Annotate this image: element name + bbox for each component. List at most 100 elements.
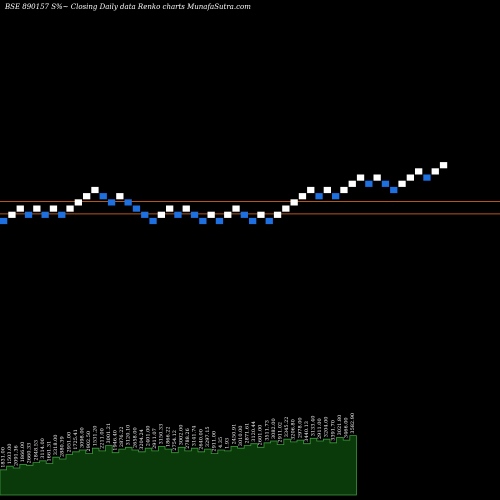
volume-label: 3120.44 (251, 421, 257, 442)
volume-label: 2876.22 (119, 426, 125, 447)
volume-label: 3391.70 (330, 420, 336, 441)
volume-label: 3582.90 (350, 413, 356, 434)
volume-label: 2911.07 (152, 428, 158, 449)
volume-label: 2788.26 (185, 428, 191, 449)
volume-label: 2951.00 (66, 432, 72, 453)
renko-brick-down (190, 211, 199, 218)
renko-brick-up (116, 193, 124, 200)
volume-label: 3141.74 (192, 426, 198, 447)
renko-brick-down (99, 193, 107, 200)
volume-label: 3440.13 (304, 421, 310, 442)
volume-label: 3001.21 (106, 423, 112, 444)
volume-label: 2911.00 (317, 418, 323, 439)
volume-label: 3114.00 (40, 438, 46, 459)
renko-brick-up (166, 205, 174, 212)
volume-label: 2450.91 (231, 424, 237, 445)
renko-brick-up (157, 211, 165, 218)
renko-brick-down (24, 211, 33, 218)
chart-title: BSE 890157 S%~ Closing Daily data Renko … (4, 3, 251, 11)
volume-label: 2871.61 (245, 423, 251, 444)
volume-label: 3204.00 (324, 417, 330, 438)
volume-label: 2911.00 (212, 431, 218, 452)
renko-brick-up (257, 211, 265, 218)
volume-label: 2902.50 (86, 431, 92, 452)
renko-brick-up (373, 174, 381, 181)
volume-label: 1531.20 (93, 426, 99, 447)
volume-label: 1.93 (225, 438, 231, 449)
renko-brick-up (66, 205, 74, 212)
volume-label: 3120.10 (126, 425, 132, 446)
volume-label: 2880.39 (60, 436, 66, 457)
renko-brick-up (8, 211, 16, 218)
volume-label: 1866.00 (20, 442, 26, 463)
renko-brick-up (307, 186, 315, 194)
volume-label: 2640.00 (198, 429, 204, 450)
renko-brick-up (33, 205, 41, 212)
renko-brick-down (315, 193, 323, 200)
renko-brick-up (182, 205, 190, 212)
renko-brick-down (58, 211, 66, 218)
renko-brick-down (215, 217, 224, 225)
renko-brick-up (290, 199, 298, 206)
volume-label: 3204.24 (139, 429, 145, 450)
renko-brick-down (390, 186, 398, 194)
renko-brick-down (199, 217, 207, 225)
renko-brick-up (348, 180, 356, 187)
renko-brick-up (91, 186, 99, 194)
volume-label: 2658.00 (132, 427, 138, 448)
volume-label: 2978.00 (297, 417, 303, 438)
renko-brick-down (0, 217, 8, 225)
renko-brick-up (273, 211, 282, 218)
volume-label: 3206.80 (291, 419, 297, 440)
renko-brick-down (365, 180, 373, 187)
renko-brick-down (141, 211, 149, 218)
volume-label: 3082.00 (271, 418, 277, 439)
renko-brick-down (132, 205, 141, 212)
renko-brick-down (124, 199, 132, 206)
renko-brick-down (249, 217, 257, 225)
renko-brick-up (398, 180, 406, 187)
renko-brick-up (406, 174, 414, 181)
renko-brick-down (174, 211, 182, 218)
renko-brick-down (41, 211, 49, 218)
renko-brick-up (415, 168, 423, 175)
volume-label: 1946.40 (113, 430, 119, 451)
volume-label: 1831.00 (0, 447, 6, 468)
reference-lines (0, 201, 500, 215)
volume-label: 2601.00 (258, 425, 264, 446)
volume-area (0, 435, 357, 496)
renko-brick-up (224, 211, 232, 218)
volume-label: 2211.00 (99, 428, 105, 449)
volume-label: 3133.40 (311, 416, 317, 437)
volume-label: 2754.12 (172, 430, 178, 451)
volume-label: 1725.41 (73, 429, 79, 450)
renko-brick-up (49, 205, 58, 212)
renko-brick-up (356, 174, 365, 181)
renko-brick-down (332, 193, 340, 200)
renko-bricks (0, 162, 448, 225)
renko-brick-up (431, 168, 439, 175)
renko-brick-up (340, 186, 348, 194)
volume-label: 3511.73 (264, 420, 270, 441)
renko-brick-up (83, 193, 91, 200)
renko-brick-up (232, 205, 240, 212)
volume-label: 2091.36 (14, 445, 20, 466)
volume-label: 3002.00 (179, 425, 185, 446)
renko-brick-down (423, 174, 431, 181)
volume-label: 1661.31 (47, 441, 53, 462)
renko-brick-up (439, 162, 448, 169)
volume-label: 1503.00 (7, 444, 13, 465)
volume-label: 3150.33 (159, 424, 165, 445)
renko-brick-down (265, 217, 273, 225)
volume-label: 2401.00 (146, 426, 152, 447)
volume-label: 1866.22 (165, 426, 171, 447)
renko-brick-down (381, 180, 390, 187)
volume-label: 3297.15 (205, 426, 211, 447)
renko-brick-up (74, 199, 82, 206)
renko-brick-up (298, 193, 307, 200)
volume-label: 3318.00 (53, 435, 59, 456)
renko-brick-up (207, 211, 215, 218)
volume-label: 3345.22 (284, 417, 290, 438)
